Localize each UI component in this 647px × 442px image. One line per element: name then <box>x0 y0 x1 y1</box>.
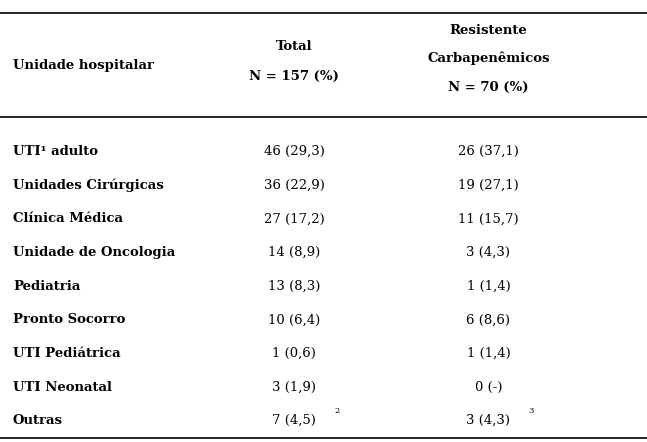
Text: 27 (17,2): 27 (17,2) <box>264 213 325 225</box>
Text: Unidade hospitalar: Unidade hospitalar <box>13 59 154 72</box>
Text: 3 (4,3): 3 (4,3) <box>466 414 510 427</box>
Text: 36 (22,9): 36 (22,9) <box>264 179 325 192</box>
Text: 3 (4,3): 3 (4,3) <box>466 246 510 259</box>
Text: 11 (15,7): 11 (15,7) <box>458 213 519 225</box>
Text: 1 (1,4): 1 (1,4) <box>466 347 510 360</box>
Text: Unidade de Oncologia: Unidade de Oncologia <box>13 246 175 259</box>
Text: 46 (29,3): 46 (29,3) <box>264 145 325 158</box>
Text: UTI Pediátrica: UTI Pediátrica <box>13 347 120 360</box>
Text: Clínica Médica: Clínica Médica <box>13 213 123 225</box>
Text: 19 (27,1): 19 (27,1) <box>458 179 519 192</box>
Text: 26 (37,1): 26 (37,1) <box>458 145 519 158</box>
Text: 1 (1,4): 1 (1,4) <box>466 280 510 293</box>
Text: N = 70 (%): N = 70 (%) <box>448 80 529 94</box>
Text: Unidades Cirúrgicas: Unidades Cirúrgicas <box>13 179 164 192</box>
Text: 3 (1,9): 3 (1,9) <box>272 381 316 394</box>
Text: N = 157 (%): N = 157 (%) <box>250 70 339 83</box>
Text: UTI¹ adulto: UTI¹ adulto <box>13 145 98 158</box>
Text: UTI Neonatal: UTI Neonatal <box>13 381 112 394</box>
Text: Outras: Outras <box>13 414 63 427</box>
Text: 14 (8,9): 14 (8,9) <box>269 246 320 259</box>
Text: 1 (0,6): 1 (0,6) <box>272 347 316 360</box>
Text: 6 (8,6): 6 (8,6) <box>466 313 510 326</box>
Text: 3: 3 <box>529 407 534 415</box>
Text: Pronto Socorro: Pronto Socorro <box>13 313 126 326</box>
Text: 0 (-): 0 (-) <box>475 381 502 394</box>
Text: 13 (8,3): 13 (8,3) <box>269 280 320 293</box>
Text: Resistente: Resistente <box>450 23 527 37</box>
Text: 7 (4,5): 7 (4,5) <box>272 414 316 427</box>
Text: Pediatria: Pediatria <box>13 280 80 293</box>
Text: 2: 2 <box>334 407 340 415</box>
Text: Carbapenêmicos: Carbapenêmicos <box>427 52 550 65</box>
Text: 10 (6,4): 10 (6,4) <box>269 313 320 326</box>
Text: Total: Total <box>276 40 313 53</box>
